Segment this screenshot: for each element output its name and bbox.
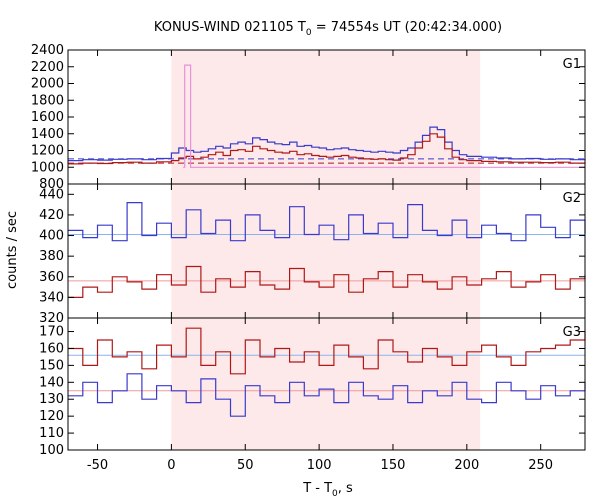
series-blue-g2 bbox=[68, 202, 586, 242]
y-tick-label: 1000 bbox=[31, 160, 64, 175]
panels: 80010001200140016001800200022002400G1320… bbox=[31, 43, 586, 458]
y-tick-label: 1800 bbox=[31, 93, 64, 108]
y-tick-label: 360 bbox=[39, 270, 64, 285]
y-tick-label: 110 bbox=[39, 426, 64, 441]
y-tick-label: 440 bbox=[39, 187, 64, 202]
x-axis: -50 0 50 100 150 200 250 bbox=[87, 458, 553, 473]
y-tick-label: 420 bbox=[39, 208, 64, 223]
series-red-g1 bbox=[68, 133, 586, 165]
x-tick-label: 50 bbox=[237, 458, 254, 473]
y-tick-label: 2200 bbox=[31, 60, 64, 75]
y-tick-label: 340 bbox=[39, 290, 64, 305]
y-tick-label: 320 bbox=[39, 311, 64, 326]
panel-frame bbox=[67, 317, 586, 451]
y-tick-label: 100 bbox=[39, 443, 64, 458]
series-red-g2 bbox=[68, 265, 586, 298]
panel-g2: 320 340 360 380 400 420 440 G2 bbox=[39, 183, 586, 326]
y-tick-label: 400 bbox=[39, 229, 64, 244]
x-tick-label: -50 bbox=[87, 458, 108, 473]
panel-label: G1 bbox=[563, 57, 581, 72]
y-axis-label: counts / sec bbox=[5, 211, 20, 289]
series-blue-g1 bbox=[68, 126, 586, 162]
x-tick-label: 250 bbox=[528, 458, 553, 473]
x-tick-label: 0 bbox=[167, 458, 175, 473]
series-blue-g3 bbox=[68, 373, 586, 417]
x-tick-label: 200 bbox=[454, 458, 479, 473]
y-tick-label: 150 bbox=[39, 358, 64, 373]
y-tick-label: 800 bbox=[39, 177, 64, 192]
y-tick-label: 160 bbox=[39, 341, 64, 356]
y-tick-label: 1200 bbox=[31, 144, 64, 159]
panel-label: G2 bbox=[563, 191, 581, 206]
y-tick-label: 140 bbox=[39, 375, 64, 390]
chart-title: KONUS-WIND 021105 T0 = 74554s UT (20:42:… bbox=[154, 20, 502, 38]
x-tick-label: 100 bbox=[307, 458, 332, 473]
y-tick-label: 170 bbox=[39, 325, 64, 340]
y-tick-label: 2000 bbox=[31, 77, 64, 92]
shaded-interval bbox=[171, 50, 481, 184]
x-axis-label: T - T0, s bbox=[302, 481, 353, 499]
series-pink-g1 bbox=[183, 64, 585, 168]
y-tick-label: 1400 bbox=[31, 127, 64, 142]
x-tick-label: 150 bbox=[381, 458, 406, 473]
y-tick-label: 130 bbox=[39, 392, 64, 407]
y-tick-label: 380 bbox=[39, 249, 64, 264]
y-tick-label: 2400 bbox=[31, 43, 64, 58]
shaded-interval bbox=[171, 184, 481, 318]
series-red-g3 bbox=[68, 327, 586, 375]
y-tick-label: 120 bbox=[39, 409, 64, 424]
y-tick-label: 1600 bbox=[31, 110, 64, 125]
shaded-interval bbox=[171, 318, 481, 450]
panel-label: G3 bbox=[563, 325, 581, 340]
